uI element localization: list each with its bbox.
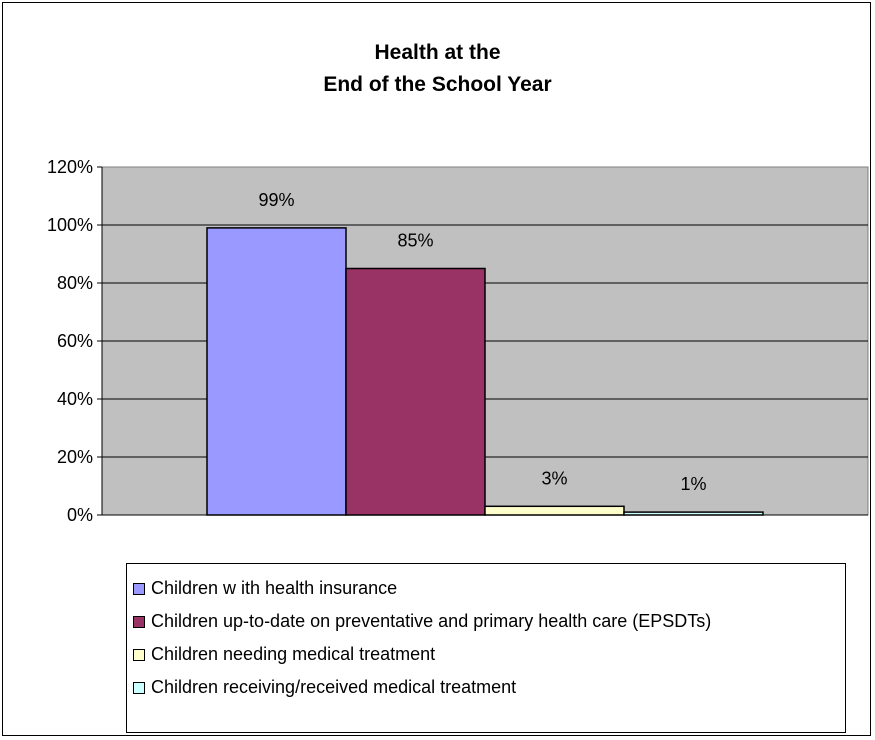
legend-label-epsdt: Children up-to-date on preventative and … <box>151 611 712 631</box>
legend-item-epsdt: Children up-to-date on preventative and … <box>127 605 845 638</box>
y-tick-label: 40% <box>57 389 93 409</box>
y-tick-label: 100% <box>47 215 93 235</box>
data-label-0: 99% <box>258 190 294 210</box>
y-tick-label: 80% <box>57 273 93 293</box>
chart-title-line-1: Health at the <box>374 41 501 64</box>
data-label-2: 3% <box>541 468 567 488</box>
chart-title-line-2: End of the School Year <box>323 73 552 96</box>
chart-title: Health at the End of the School Year <box>3 37 872 101</box>
legend-label-needing-treatment: Children needing medical treatment <box>151 644 436 664</box>
bar-0 <box>206 227 347 516</box>
legend-label-health-insurance: Children w ith health insurance <box>151 578 398 598</box>
legend-item-receiving-treatment: Children receiving/received medical trea… <box>127 671 845 704</box>
y-tick-label: 60% <box>57 331 93 351</box>
bar-1 <box>345 267 486 516</box>
data-label-1: 85% <box>397 231 433 251</box>
chart-legend: Children w ith health insurance Children… <box>126 563 846 733</box>
y-tick-label: 20% <box>57 447 93 467</box>
legend-item-needing-treatment: Children needing medical treatment <box>127 638 845 671</box>
bar-3 <box>623 511 764 516</box>
y-tick-label: 120% <box>47 157 93 177</box>
legend-swatch-epsdt <box>133 615 145 628</box>
legend-label-receiving-treatment: Children receiving/received medical trea… <box>151 677 517 697</box>
legend-swatch-needing-treatment <box>133 648 145 661</box>
data-label-3: 1% <box>680 474 706 494</box>
legend-item-health-insurance: Children w ith health insurance <box>127 572 845 605</box>
bar-2 <box>484 505 625 516</box>
y-tick-label: 0% <box>67 505 93 525</box>
legend-swatch-receiving-treatment <box>133 681 145 694</box>
legend-swatch-health-insurance <box>133 582 145 595</box>
